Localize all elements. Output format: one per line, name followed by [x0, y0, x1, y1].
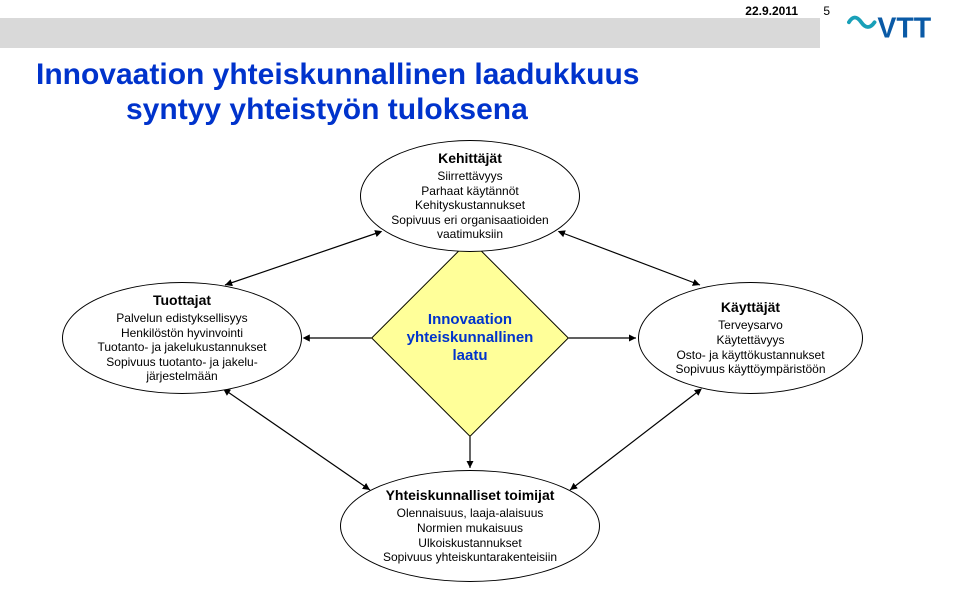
- diamond-line1: Innovaation: [428, 311, 512, 328]
- ellipse-bottom-l1: Normien mukaisuus: [417, 521, 523, 536]
- diamond-center: Innovaation yhteiskunnallinen laatu: [370, 238, 570, 438]
- logo-text: VTT: [877, 12, 931, 44]
- header-bar: [0, 18, 820, 48]
- ellipse-top-l4: vaatimuksiin: [437, 227, 503, 242]
- diamond-label: Innovaation yhteiskunnallinen laatu: [407, 311, 534, 365]
- arrow-top-left: [225, 232, 380, 285]
- ellipse-right-l1: Käytettävyys: [716, 333, 784, 348]
- ellipse-right: Käyttäjät Terveysarvo Käytettävyys Osto-…: [638, 282, 863, 394]
- ellipse-right-head: Käyttäjät: [721, 299, 780, 316]
- slide-page-number: 5: [823, 4, 830, 18]
- ellipse-bottom-head: Yhteiskunnalliset toimijat: [386, 487, 555, 504]
- ellipse-bottom-l3: Sopivuus yhteiskuntarakenteisiin: [383, 550, 557, 565]
- slide-date: 22.9.2011: [745, 4, 798, 18]
- ellipse-bottom: Yhteiskunnalliset toimijat Olennaisuus, …: [340, 470, 600, 582]
- ellipse-left-l3: Sopivuus tuotanto- ja jakelu-: [106, 355, 257, 370]
- title-line-1: Innovaation yhteiskunnallinen laadukkuus: [36, 58, 639, 91]
- ellipse-bottom-l0: Olennaisuus, laaja-alaisuus: [397, 506, 544, 521]
- ellipse-right-l3: Sopivuus käyttöympäristöön: [675, 362, 825, 377]
- ellipse-bottom-l2: Ulkoiskustannukset: [418, 536, 521, 551]
- ellipse-top-l0: Siirrettävyys: [437, 169, 502, 184]
- ellipse-left-l1: Henkilöstön hyvinvointi: [121, 326, 243, 341]
- ellipse-top-l3: Sopivuus eri organisaatioiden: [391, 213, 548, 228]
- ellipse-top-l1: Parhaat käytännöt: [421, 184, 518, 199]
- ellipse-left-l2: Tuotanto- ja jakelukustannukset: [98, 340, 267, 355]
- ellipse-right-l0: Terveysarvo: [718, 318, 783, 333]
- arrow-top-right: [560, 232, 700, 285]
- vtt-logo: VTT: [847, 6, 942, 48]
- arrow-right-bottom: [570, 390, 700, 490]
- ellipse-left-l4: järjestelmään: [146, 369, 217, 384]
- arrow-left-bottom: [225, 390, 370, 490]
- ellipse-top-head: Kehittäjät: [438, 150, 502, 167]
- diamond-line2: yhteiskunnallinen: [407, 329, 534, 346]
- slide-title: Innovaation yhteiskunnallinen laadukkuus…: [36, 58, 796, 127]
- diamond-line3: laatu: [452, 347, 487, 364]
- ellipse-left-head: Tuottajat: [153, 292, 211, 309]
- slide-stage: 22.9.2011 5 VTT Innovaation yhteiskunnal…: [0, 0, 960, 605]
- ellipse-left: Tuottajat Palvelun edistyksellisyys Henk…: [62, 282, 302, 394]
- ellipse-top: Kehittäjät Siirrettävyys Parhaat käytänn…: [360, 140, 580, 252]
- ellipse-top-l2: Kehityskustannukset: [415, 198, 525, 213]
- ellipse-left-l0: Palvelun edistyksellisyys: [116, 311, 247, 326]
- ellipse-right-l2: Osto- ja käyttökustannukset: [676, 348, 824, 363]
- title-line-2: syntyy yhteistyön tuloksena: [36, 93, 528, 126]
